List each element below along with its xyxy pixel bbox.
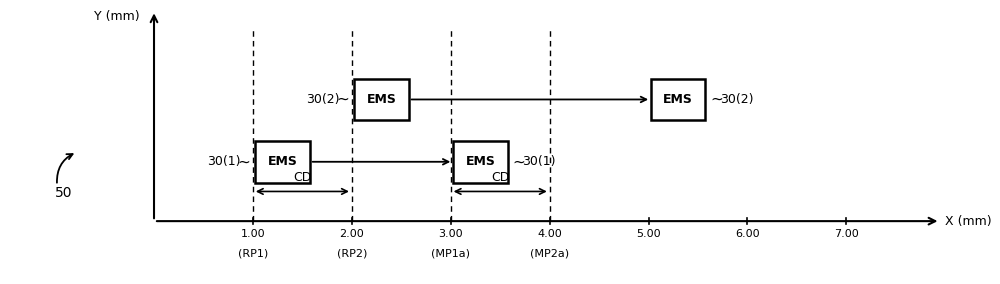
Text: (RP2): (RP2)	[337, 249, 367, 259]
Text: CD: CD	[491, 171, 509, 183]
Text: 7.00: 7.00	[834, 229, 859, 239]
Text: 5.00: 5.00	[636, 229, 661, 239]
Text: CD: CD	[293, 171, 312, 183]
Text: 30(2): 30(2)	[306, 93, 339, 106]
Bar	[651, 79, 705, 120]
Text: 30(2): 30(2)	[720, 93, 754, 106]
Bar	[354, 79, 409, 120]
Text: ~: ~	[513, 154, 525, 169]
Text: EMS: EMS	[465, 155, 495, 168]
Text: 6.00: 6.00	[735, 229, 760, 239]
Text: 3.00: 3.00	[438, 229, 463, 239]
Text: 2.00: 2.00	[339, 229, 364, 239]
Text: 50: 50	[55, 186, 73, 201]
Text: ~: ~	[238, 154, 250, 169]
Text: 4.00: 4.00	[537, 229, 562, 239]
Text: (MP2a): (MP2a)	[530, 249, 569, 259]
Text: 30(1): 30(1)	[207, 155, 241, 168]
Bar	[453, 141, 508, 183]
Text: X (mm): X (mm)	[945, 215, 992, 228]
Text: ~: ~	[337, 92, 349, 107]
Text: EMS: EMS	[367, 93, 396, 106]
Text: Y (mm): Y (mm)	[94, 11, 139, 24]
Text: 30(1): 30(1)	[522, 155, 556, 168]
Text: EMS: EMS	[663, 93, 693, 106]
Bar	[255, 141, 310, 183]
Text: ~: ~	[710, 92, 723, 107]
Text: EMS: EMS	[268, 155, 298, 168]
Text: (MP1a): (MP1a)	[431, 249, 470, 259]
Text: 1.00: 1.00	[241, 229, 265, 239]
Text: (RP1): (RP1)	[238, 249, 268, 259]
